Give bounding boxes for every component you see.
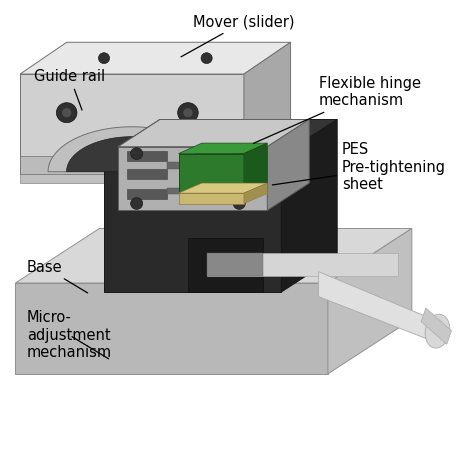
Polygon shape xyxy=(328,228,412,374)
Polygon shape xyxy=(207,254,263,276)
Circle shape xyxy=(201,53,212,64)
Ellipse shape xyxy=(425,314,450,348)
Polygon shape xyxy=(20,42,291,74)
Polygon shape xyxy=(281,119,337,292)
Bar xyxy=(128,151,167,161)
Circle shape xyxy=(56,103,77,122)
Bar xyxy=(167,162,195,169)
Text: Mover (slider): Mover (slider) xyxy=(181,14,295,57)
Bar xyxy=(128,189,167,199)
Polygon shape xyxy=(421,308,451,344)
Text: Micro-
adjustment
mechanism: Micro- adjustment mechanism xyxy=(27,310,112,360)
Bar xyxy=(195,151,235,161)
Polygon shape xyxy=(20,74,244,174)
Circle shape xyxy=(233,197,246,209)
Polygon shape xyxy=(104,119,337,156)
Polygon shape xyxy=(179,193,244,203)
Text: Base: Base xyxy=(27,260,88,293)
Text: PES
Pre-tightening
sheet: PES Pre-tightening sheet xyxy=(273,142,446,192)
Polygon shape xyxy=(179,143,267,154)
Circle shape xyxy=(62,108,72,117)
Bar xyxy=(128,169,167,179)
Polygon shape xyxy=(118,147,267,210)
Polygon shape xyxy=(20,156,244,174)
Polygon shape xyxy=(66,137,198,172)
Text: Flexible hinge
mechanism: Flexible hinge mechanism xyxy=(254,76,420,143)
Bar xyxy=(195,169,235,179)
Polygon shape xyxy=(15,228,412,283)
Polygon shape xyxy=(244,143,267,194)
Polygon shape xyxy=(20,174,244,183)
Text: Guide rail: Guide rail xyxy=(34,69,105,110)
Circle shape xyxy=(233,148,246,159)
Polygon shape xyxy=(118,119,309,147)
Polygon shape xyxy=(188,238,263,292)
Circle shape xyxy=(178,103,198,122)
Polygon shape xyxy=(207,254,398,276)
Circle shape xyxy=(183,108,192,117)
Polygon shape xyxy=(267,119,309,210)
Polygon shape xyxy=(104,156,281,292)
Polygon shape xyxy=(179,183,267,193)
Polygon shape xyxy=(319,271,435,342)
Polygon shape xyxy=(244,183,267,203)
Polygon shape xyxy=(15,283,328,374)
Bar xyxy=(195,189,235,199)
Circle shape xyxy=(130,148,143,159)
Polygon shape xyxy=(179,154,244,194)
Circle shape xyxy=(99,53,109,64)
Polygon shape xyxy=(48,127,216,172)
Bar xyxy=(167,188,195,194)
Circle shape xyxy=(130,197,143,209)
Polygon shape xyxy=(244,42,291,174)
